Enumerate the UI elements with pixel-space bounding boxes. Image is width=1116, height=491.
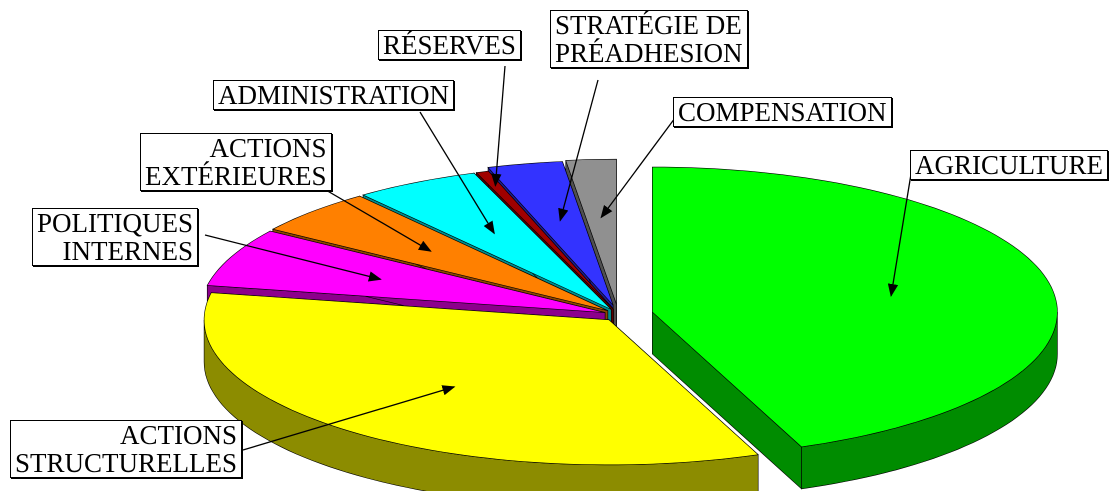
slice — [271, 195, 608, 311]
leader-line — [204, 234, 382, 282]
leader-line — [558, 79, 599, 222]
leader-line — [242, 385, 456, 451]
slice — [487, 161, 614, 306]
slice — [206, 230, 606, 313]
leader-line — [419, 111, 495, 235]
slice-label: POLITIQUES INTERNES — [32, 208, 198, 266]
slice-label: ACTIONS EXTÉRIEURES — [140, 133, 332, 191]
slice — [652, 166, 1058, 448]
leader-line — [887, 167, 913, 298]
slice — [475, 170, 614, 310]
slice-label: COMPENSATION — [673, 97, 892, 127]
slice-label: ADMINISTRATION — [213, 80, 454, 110]
leader-line — [491, 65, 506, 187]
leader-line — [600, 117, 676, 219]
slice-label: RÉSERVES — [378, 30, 521, 60]
slice-label: ACTIONS STRUCTURELLES — [10, 420, 243, 478]
slice — [565, 158, 617, 305]
slice-label: STRATÉGIE DE PRÉADHESION — [550, 10, 748, 68]
slice — [203, 292, 759, 466]
slice-label: AGRICULTURE — [910, 150, 1109, 180]
slice — [362, 172, 612, 310]
